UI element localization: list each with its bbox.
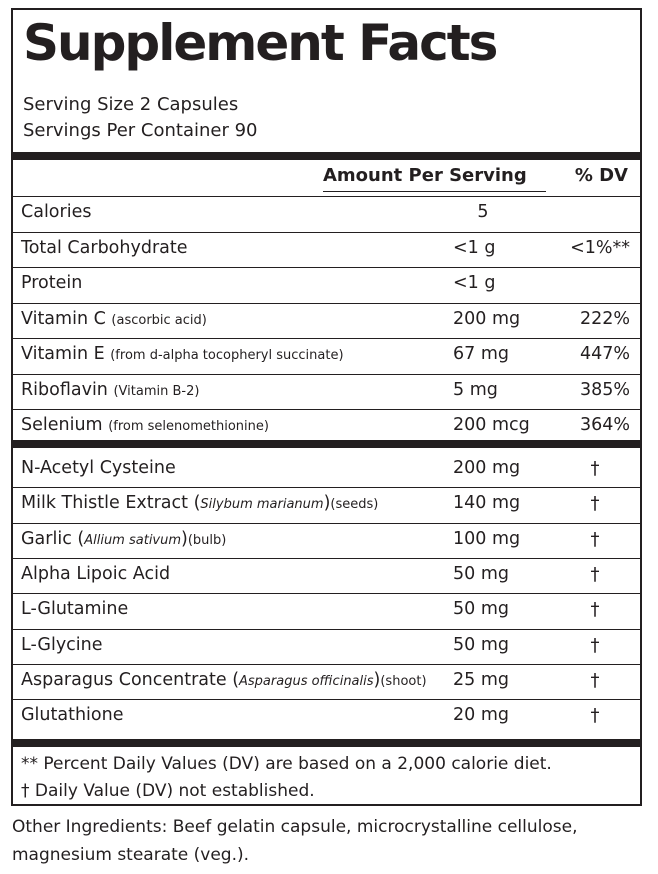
nutrient-amount: <1 g <box>453 273 496 293</box>
ingredient-amount: 20 mg <box>453 705 509 726</box>
footnote-dv: ** Percent Daily Values (DV) are based o… <box>21 754 552 774</box>
ingredient-name: Asparagus Concentrate (Asparagus officin… <box>21 669 427 690</box>
row-divider <box>13 487 640 489</box>
ingredient-dv: † <box>590 705 600 727</box>
ingredient-amount: 50 mg <box>453 563 509 584</box>
nutrient-amount: 200 mg <box>453 308 521 329</box>
nutrient-name: Calories <box>21 202 92 222</box>
divider-thick <box>13 152 640 160</box>
ingredient-dv: † <box>590 634 600 656</box>
ingredient-amount: 50 mg <box>453 599 509 620</box>
serving-size: Serving Size 2 Capsules <box>23 94 239 115</box>
footnote-dagger: † Daily Value (DV) not established. <box>21 781 315 801</box>
row-divider <box>13 302 640 304</box>
nutrient-amount: 200 mcg <box>453 415 530 435</box>
ingredient-amount: 100 mg <box>453 528 521 549</box>
ingredient-name: Garlic (Allium sativum)(bulb) <box>21 528 227 549</box>
row-divider <box>13 663 640 665</box>
header-dv: % DV <box>574 165 628 186</box>
nutrient-dv: <1%** <box>570 237 630 258</box>
nutrient-qualifier: (from selenomethionine) <box>108 419 269 434</box>
nutrient-name: Selenium (from selenomethionine) <box>21 415 269 435</box>
nutrient-name: Vitamin E (from d-alpha tocopheryl succi… <box>21 344 344 364</box>
divider-thick <box>13 440 640 448</box>
row-divider <box>13 338 640 339</box>
ingredient-name: Alpha Lipoic Acid <box>21 563 171 584</box>
header-underline <box>323 191 546 192</box>
nutrient-amount: 5 <box>477 202 489 222</box>
row-divider <box>13 557 640 559</box>
ingredient-dv: † <box>590 563 600 585</box>
plant-part: (shoot) <box>380 673 427 689</box>
nutrient-dv: 447% <box>579 344 630 364</box>
ingredient-dv: † <box>590 493 600 515</box>
nutrient-qualifier: (ascorbic acid) <box>111 312 207 328</box>
nutrient-amount: <1 g <box>453 237 496 258</box>
nutrient-amount: 67 mg <box>453 344 509 364</box>
panel-title: Supplement Facts <box>23 14 498 72</box>
plant-part: (bulb) <box>187 532 227 548</box>
ingredient-dv: † <box>590 669 600 691</box>
nutrient-name: Total Carbohydrate <box>21 237 188 258</box>
row-divider <box>13 699 640 701</box>
ingredient-dv: † <box>590 528 600 550</box>
row-divider <box>13 373 640 375</box>
nutrient-name: Vitamin C (ascorbic acid) <box>21 308 207 329</box>
row-divider <box>13 522 640 524</box>
nutrient-amount: 5 mg <box>453 379 498 400</box>
latin-name: Allium sativum <box>84 532 182 548</box>
ingredient-name: L-Glycine <box>21 634 103 655</box>
ingredient-name: Milk Thistle Extract (Silybum marianum)(… <box>21 493 379 514</box>
ingredient-amount: 25 mg <box>453 669 509 690</box>
nutrient-dv: 385% <box>579 379 630 400</box>
divider-thick <box>13 739 640 747</box>
row-divider <box>13 593 640 595</box>
header-amount: Amount Per Serving <box>323 165 527 186</box>
plant-part: (seeds) <box>330 497 379 513</box>
ingredient-name: N-Acetyl Cysteine <box>21 458 176 478</box>
servings-per-container: Servings Per Container 90 <box>23 120 258 141</box>
supplement-facts-panel: Supplement Facts Serving Size 2 Capsules… <box>11 8 642 806</box>
ingredient-amount: 50 mg <box>453 634 509 655</box>
nutrient-qualifier: (Vitamin B-2) <box>113 383 200 399</box>
row-divider <box>13 231 640 233</box>
nutrient-dv: 364% <box>579 415 630 435</box>
ingredient-amount: 140 mg <box>453 493 521 514</box>
other-ingredients: Other Ingredients: Beef gelatin capsule,… <box>12 817 578 865</box>
ingredient-name: L-Glutamine <box>21 599 129 620</box>
nutrient-name: Riboflavin (Vitamin B-2) <box>21 379 200 400</box>
latin-name: Asparagus officinalis <box>239 673 374 689</box>
row-divider <box>13 196 640 197</box>
nutrient-qualifier: (from d-alpha tocopheryl succinate) <box>110 348 344 363</box>
row-divider <box>13 267 640 268</box>
nutrient-name: Protein <box>21 273 83 293</box>
ingredient-dv: † <box>590 458 600 479</box>
ingredient-name: Glutathione <box>21 705 124 726</box>
ingredient-dv: † <box>590 599 600 621</box>
nutrient-dv: 222% <box>579 308 630 329</box>
row-divider <box>13 409 640 410</box>
ingredient-amount: 200 mg <box>453 458 521 478</box>
latin-name: Silybum marianum <box>200 497 324 513</box>
row-divider <box>13 628 640 630</box>
